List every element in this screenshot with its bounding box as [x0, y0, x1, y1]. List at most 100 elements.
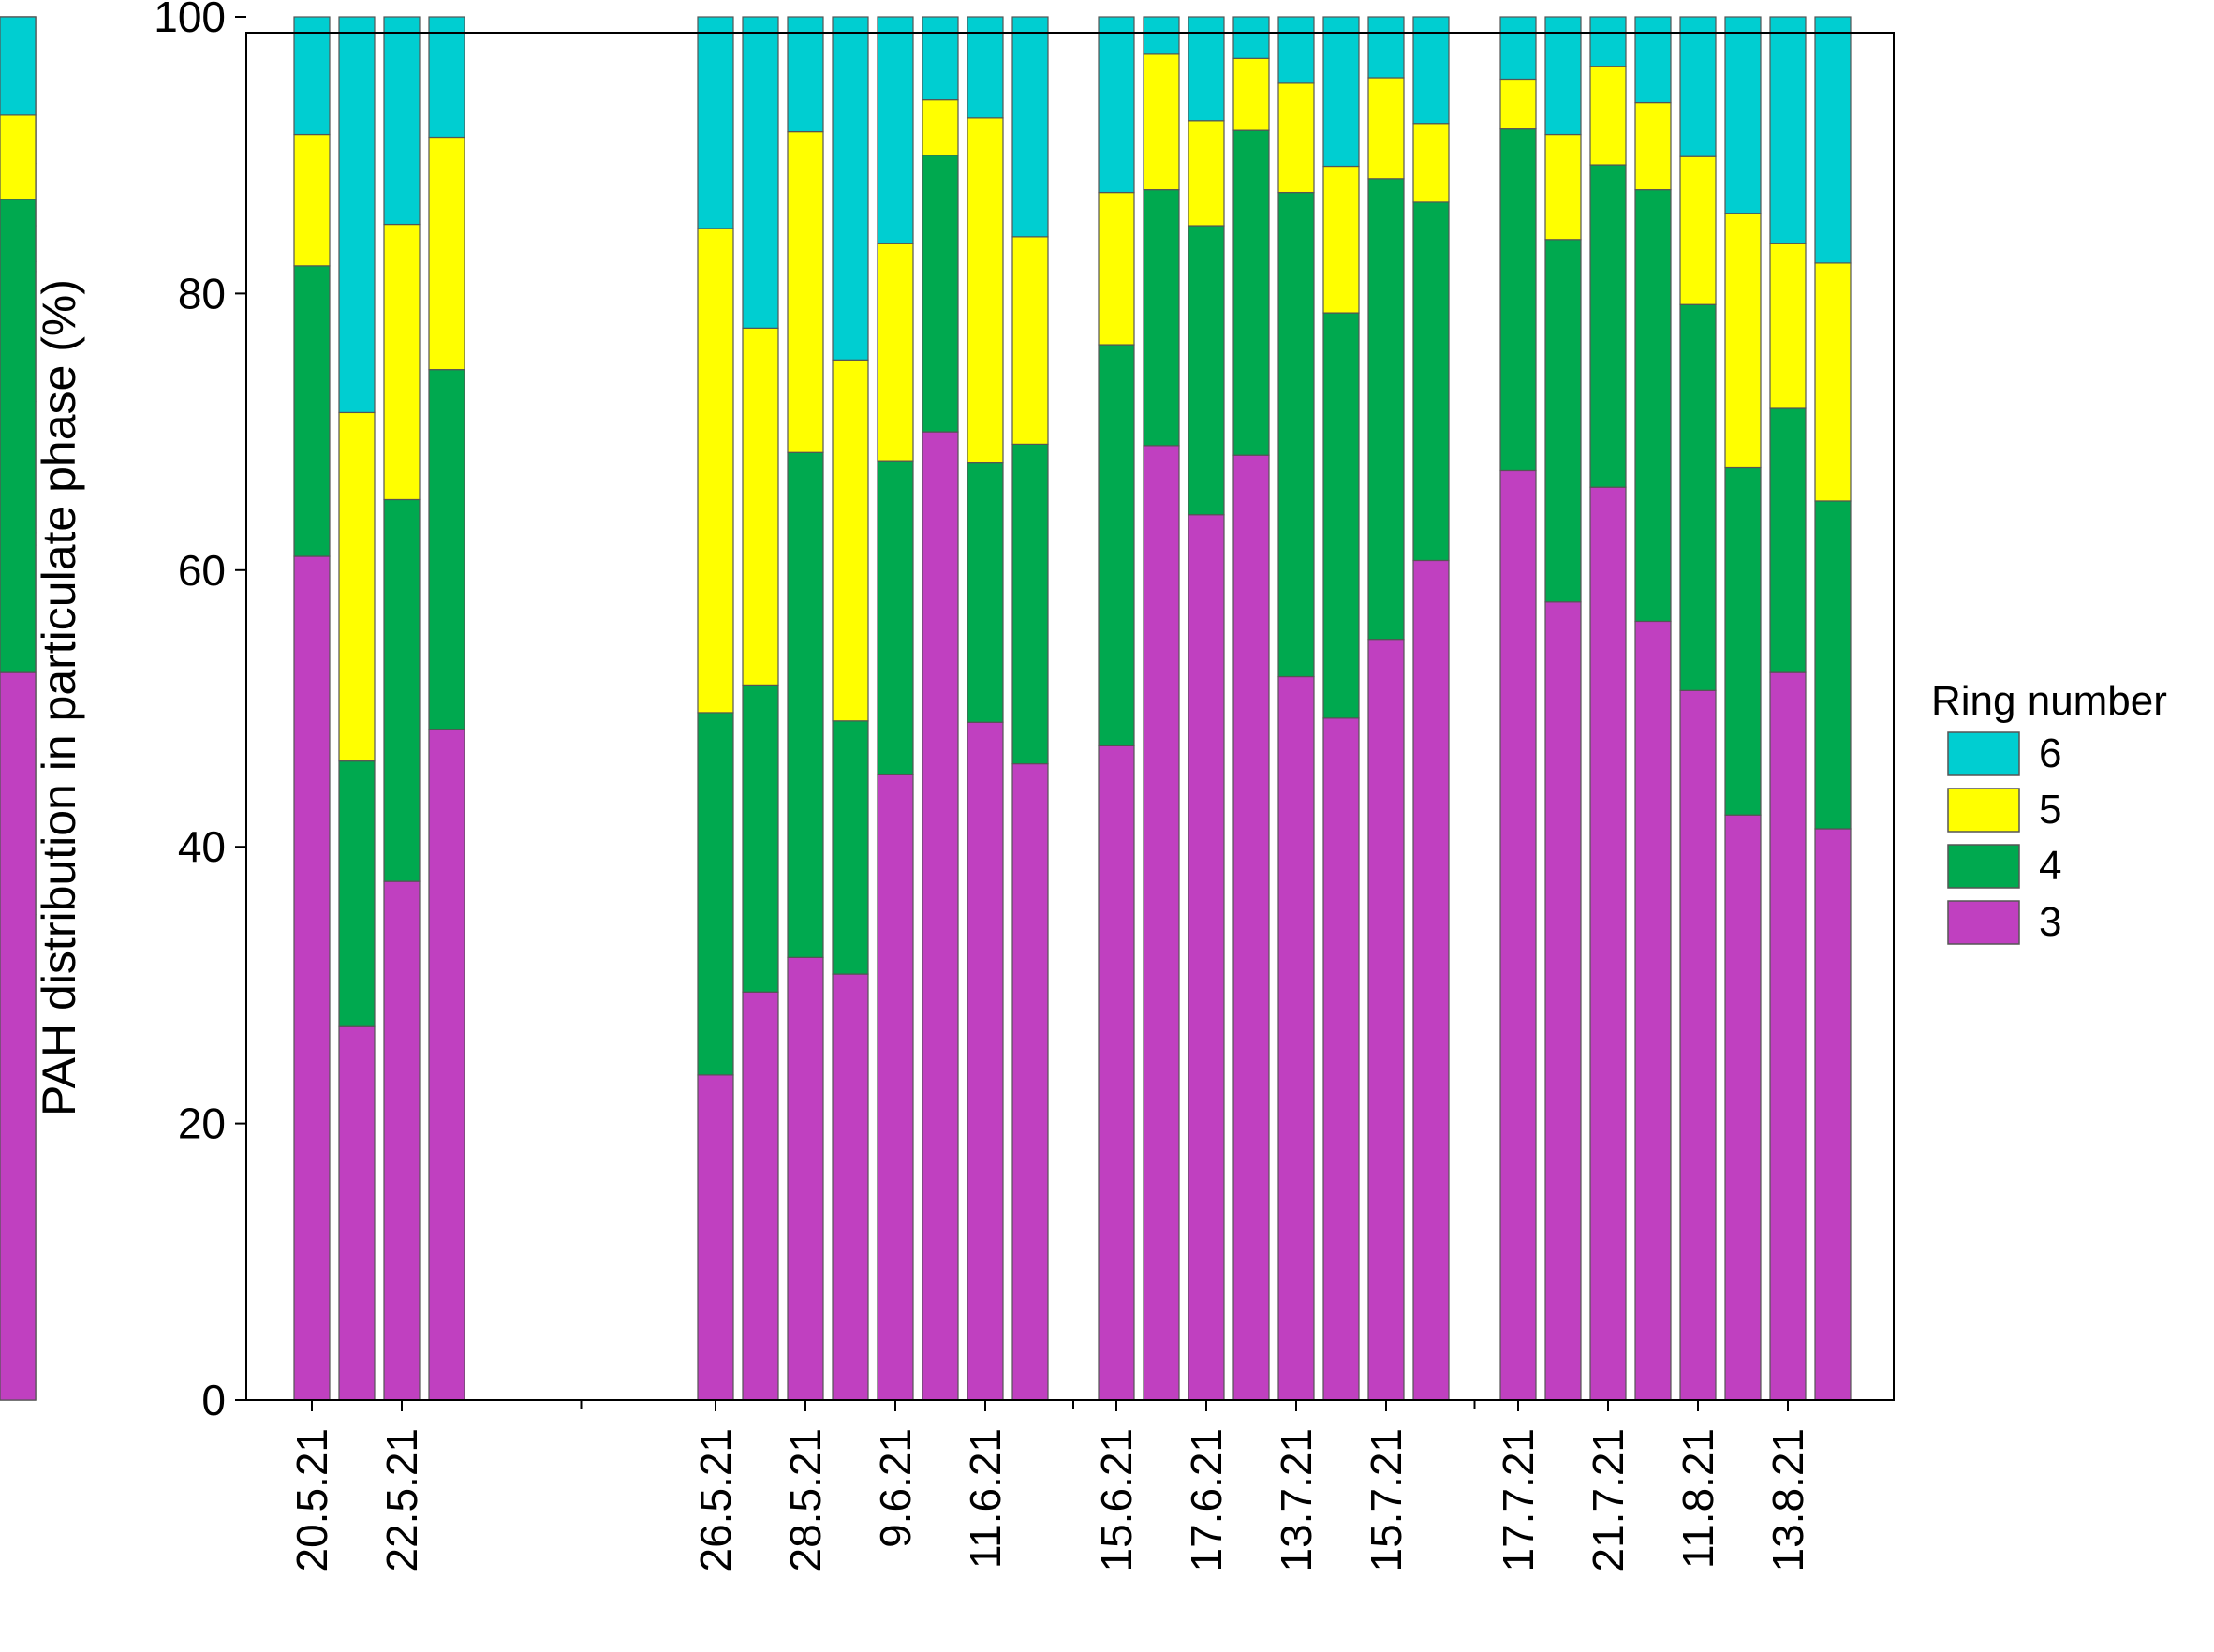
bar-segment-ring-5-22 — [1544, 133, 1582, 241]
bar-segment-ring-6-15 — [1188, 16, 1225, 122]
bar-segment-ring-6-9 — [877, 16, 914, 244]
x-tick-label: 15.6.21 — [1092, 1428, 1141, 1571]
legend-swatch-3 — [1947, 900, 2020, 945]
bar-segment-ring-4-27 — [1769, 407, 1807, 673]
bar-segment-ring-3-28 — [1814, 828, 1852, 1401]
bar-segment-ring-4-11 — [967, 461, 1004, 723]
bar-segment-ring-6-17 — [1277, 16, 1315, 84]
bar-segment-ring-5-20 — [1412, 123, 1450, 203]
x-tick-label: 17.6.21 — [1182, 1428, 1231, 1571]
bar-segment-ring-6-18 — [1322, 16, 1360, 168]
x-tick-label: 21.7.21 — [1584, 1428, 1632, 1571]
bar-segment-ring-3-14 — [1143, 445, 1180, 1401]
axes: 0 20 40 60 80 100 20.5.21 22.5.21 26.5.21 28.5.21… — [154, 0, 1895, 1571]
y-tick-label-80: 80 — [178, 269, 226, 317]
bar-segment-ring-5-18 — [1322, 165, 1360, 314]
bar-segment-ring-4-12 — [1011, 443, 1049, 765]
bar-segment-ring-5-28 — [1814, 262, 1852, 502]
x-tick-label: 11.8.21 — [1674, 1428, 1722, 1569]
bar-segment-ring-5-1 — [293, 133, 331, 267]
bar-segment-ring-6-14 — [1143, 16, 1180, 55]
bar-segment-ring-5-32 — [0, 114, 37, 200]
bar-segment-ring-6-22 — [1544, 16, 1582, 136]
bar-segment-ring-3-22 — [1544, 601, 1582, 1401]
x-tick-label: 11.6.21 — [961, 1428, 1010, 1569]
bar-segment-ring-3-11 — [967, 721, 1004, 1401]
bar-segment-ring-4-13 — [1098, 344, 1135, 746]
bar-segment-ring-6-24 — [1634, 16, 1672, 104]
bar-segment-ring-6-19 — [1367, 16, 1405, 79]
x-tick-label: 22.5.21 — [377, 1428, 426, 1571]
bar-segment-ring-4-14 — [1143, 189, 1180, 447]
bar-segment-ring-6-10 — [922, 16, 959, 101]
bar-segment-ring-5-9 — [877, 243, 914, 462]
legend-swatch-5 — [1947, 788, 2020, 833]
bar-segment-ring-5-11 — [967, 117, 1004, 464]
bar-segment-ring-3-25 — [1679, 689, 1717, 1401]
x-tick-label: 20.5.21 — [288, 1428, 336, 1571]
bar-segment-ring-5-27 — [1769, 243, 1807, 409]
bar-segment-ring-4-7 — [787, 451, 824, 958]
bar-segment-ring-6-3 — [383, 16, 421, 226]
legend-label-4: 4 — [2039, 843, 2061, 889]
x-tick-label: 13.8.21 — [1764, 1428, 1812, 1571]
bar-segment-ring-6-32 — [0, 16, 37, 116]
bar-segment-ring-4-4 — [428, 369, 465, 730]
y-tick-label-40: 40 — [178, 822, 226, 871]
x-tick-label: 17.7.21 — [1494, 1428, 1542, 1571]
x-tick-label: 13.7.21 — [1272, 1428, 1321, 1571]
legend-swatch-6 — [1947, 731, 2020, 776]
legend-label-6: 6 — [2039, 730, 2061, 776]
bar-segment-ring-5-23 — [1589, 66, 1627, 166]
bar-segment-ring-3-15 — [1188, 514, 1225, 1401]
bar-segment-ring-5-10 — [922, 99, 959, 156]
bar-segment-ring-3-4 — [428, 729, 465, 1401]
bar-segment-ring-5-14 — [1143, 53, 1180, 191]
bar-segment-ring-5-4 — [428, 136, 465, 371]
bar-segment-ring-6-20 — [1412, 16, 1450, 125]
bar-segment-ring-3-24 — [1634, 620, 1672, 1401]
bar-segment-ring-3-17 — [1277, 675, 1315, 1401]
bar-segment-ring-3-23 — [1589, 486, 1627, 1401]
bar-segment-ring-4-1 — [293, 265, 331, 557]
plot-area — [0, 16, 1852, 1401]
bar-segment-ring-3-12 — [1011, 762, 1049, 1401]
bar-segment-ring-5-17 — [1277, 82, 1315, 194]
bar-segment-ring-6-25 — [1679, 16, 1717, 157]
bar-segment-ring-3-7 — [787, 956, 824, 1401]
bar-segment-ring-4-16 — [1232, 129, 1270, 456]
bar-segment-ring-6-6 — [742, 16, 779, 329]
bar-segment-ring-4-9 — [877, 460, 914, 775]
legend-label-3: 3 — [2039, 899, 2061, 945]
bar-segment-ring-4-19 — [1367, 178, 1405, 641]
bar-segment-ring-4-18 — [1322, 312, 1360, 719]
x-tick-label: 28.5.21 — [781, 1428, 830, 1571]
bar-segment-ring-6-8 — [832, 16, 869, 361]
bar-segment-ring-4-28 — [1814, 500, 1852, 830]
bar-segment-ring-3-16 — [1232, 454, 1270, 1401]
bar-segment-ring-4-5 — [697, 712, 734, 1076]
bar-segment-ring-6-2 — [338, 16, 376, 414]
bar-segment-ring-5-5 — [697, 228, 734, 714]
x-tick-label: 26.5.21 — [691, 1428, 740, 1571]
bar-segment-ring-3-13 — [1098, 745, 1135, 1401]
bar-segment-ring-6-26 — [1724, 16, 1762, 214]
bar-segment-ring-3-5 — [697, 1074, 734, 1401]
bar-segment-ring-3-26 — [1724, 814, 1762, 1401]
bar-segment-ring-6-4 — [428, 16, 465, 139]
bar-segment-ring-3-3 — [383, 880, 421, 1401]
bar-segment-ring-6-5 — [697, 16, 734, 229]
bar-segment-ring-6-7 — [787, 16, 824, 133]
y-axis-title: PAH distribution in particulate phase (%… — [33, 279, 85, 1116]
bar-segment-ring-5-21 — [1499, 78, 1537, 130]
bar-segment-ring-3-1 — [293, 555, 331, 1401]
bar-segment-ring-4-17 — [1277, 191, 1315, 678]
y-tick-label-20: 20 — [178, 1099, 226, 1148]
bar-segment-ring-5-3 — [383, 223, 421, 501]
bar-segment-ring-6-27 — [1769, 16, 1807, 244]
bar-segment-ring-4-20 — [1412, 201, 1450, 562]
bar-segment-ring-5-15 — [1188, 120, 1225, 227]
bar-segment-ring-3-6 — [742, 991, 779, 1401]
bar-segment-ring-3-27 — [1769, 671, 1807, 1401]
y-tick-label-100: 100 — [154, 0, 226, 41]
